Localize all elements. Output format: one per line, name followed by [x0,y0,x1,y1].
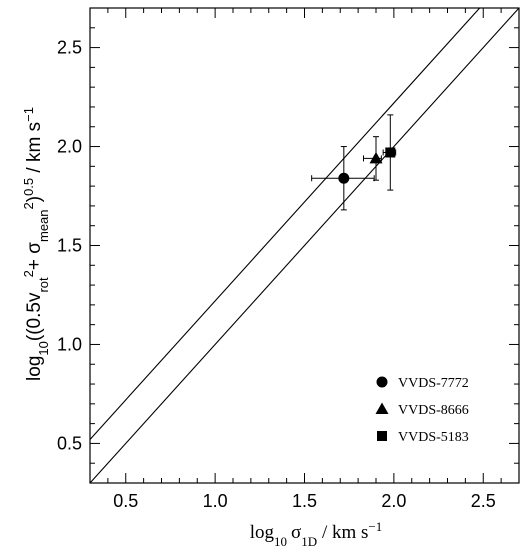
legend-label-vvds-7772: VVDS-7772 [398,376,469,391]
y-title-sigma: + σ [24,242,45,270]
legend-label-vvds-8666: VVDS-8666 [398,403,469,418]
y-title-log-sub: 10 [36,341,51,355]
y-title-log: log [24,356,45,381]
tick-labels: 0.5 1.0 1.5 2.0 2.5 0.5 1.0 1.5 2.0 2.5 [57,38,496,511]
x-title-sigma: σ [291,522,301,543]
reference-line-1 [89,7,481,440]
x-title-log: log [250,522,275,543]
y-title-sigma-sub: mean [36,209,51,242]
reference-line-2 [89,7,520,484]
reference-lines [89,7,520,484]
y-title-exp: 0.5 [21,178,36,196]
legend-marker-vvds-7772 [376,376,388,388]
y-title-unit-sup: −1 [21,107,36,122]
x-tick-label: 1.0 [203,491,228,511]
y-title-v: ((0.5v [24,292,45,341]
y-tick-label: 0.5 [57,433,82,453]
y-title-paren: ) [24,196,45,202]
y-title-v-sup: 2 [21,270,36,277]
plot-frame [89,7,520,484]
point-vvds-5183 [385,147,396,158]
y-tick-label: 1.5 [57,236,82,256]
x-title-log-sub: 10 [274,534,287,549]
point-vvds-7772 [338,172,350,184]
y-title-unit: / km s [24,122,45,178]
x-tick-label: 2.0 [381,491,406,511]
x-axis-title: log10 σ1D / km s−1 [250,519,382,549]
y-tick-label: 1.0 [57,334,82,354]
y-tick-label: 2.0 [57,137,82,157]
error-bars [311,114,397,211]
x-tick-label: 0.5 [113,491,138,511]
y-axis-title: log10((0.5vrot2+ σmean2)0.5 / km s−1 [21,107,51,381]
legend-marker-vvds-8666 [375,402,389,414]
legend: VVDS-7772 VVDS-8666 VVDS-5183 [375,376,469,445]
x-title-sigma-sub: 1D [301,534,317,549]
x-title-unit-sup: −1 [368,519,382,534]
data-points [338,147,396,184]
y-title-v-sub: rot [36,277,51,293]
x-tick-label: 1.5 [292,491,317,511]
y-tick-label: 2.5 [57,38,82,58]
legend-label-vvds-5183: VVDS-5183 [398,430,469,445]
point-vvds-8666 [369,151,383,164]
legend-marker-vvds-5183 [377,431,387,441]
y-title-sigma-sup: 2 [21,202,36,209]
x-title-unit: / km s [317,522,368,543]
x-tick-label: 2.5 [471,491,496,511]
